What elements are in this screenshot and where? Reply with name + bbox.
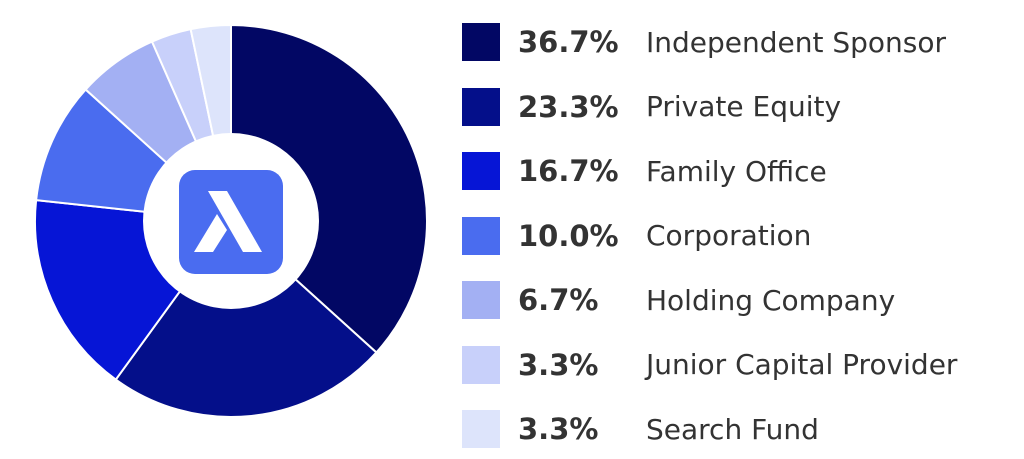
legend-label: Family Office bbox=[646, 154, 827, 188]
legend-label: Independent Sponsor bbox=[646, 25, 947, 59]
legend-swatch bbox=[462, 87, 500, 126]
legend-percentage: 6.7% bbox=[518, 283, 599, 317]
legend-item: 10.0% Corporation bbox=[462, 216, 811, 256]
stylized-a-logo-icon bbox=[194, 191, 262, 252]
chart-legend: 36.7% Independent Sponsor 23.3% Private Equ… bbox=[462, 0, 1022, 459]
center-logo bbox=[179, 170, 283, 274]
legend-percentage: 10.0% bbox=[518, 218, 619, 253]
legend-item: 16.7% Family Office bbox=[462, 151, 827, 191]
legend-label: Search Fund bbox=[646, 412, 819, 446]
legend-percentage: 3.3% bbox=[518, 347, 599, 382]
legend-item: 3.3% Search Fund bbox=[462, 409, 819, 449]
legend-swatch bbox=[462, 345, 500, 384]
legend-percentage: 3.3% bbox=[518, 412, 599, 446]
legend-percentage: 36.7% bbox=[518, 25, 619, 59]
legend-swatch bbox=[462, 23, 500, 61]
legend-percentage: 16.7% bbox=[518, 154, 619, 188]
legend-swatch bbox=[462, 281, 500, 319]
legend-item: 36.7% Independent Sponsor bbox=[462, 22, 946, 62]
donut-slice-1 bbox=[114, 219, 378, 418]
legend-swatch bbox=[462, 152, 500, 190]
legend-swatch bbox=[462, 410, 500, 448]
legend-label: Holding Company bbox=[646, 283, 896, 317]
legend-label: Corporation bbox=[646, 219, 812, 252]
legend-item: 3.3% Junior Capital Provider bbox=[462, 345, 957, 385]
legend-label: Junior Capital Provider bbox=[646, 348, 958, 381]
legend-item: 23.3% Private Equity bbox=[462, 87, 841, 127]
donut-chart bbox=[34, 23, 428, 418]
legend-swatch bbox=[462, 216, 500, 255]
legend-label: Private Equity bbox=[646, 90, 842, 123]
donut-slice-0 bbox=[230, 23, 428, 354]
legend-percentage: 23.3% bbox=[518, 89, 619, 124]
legend-item: 6.7% Holding Company bbox=[462, 280, 895, 320]
